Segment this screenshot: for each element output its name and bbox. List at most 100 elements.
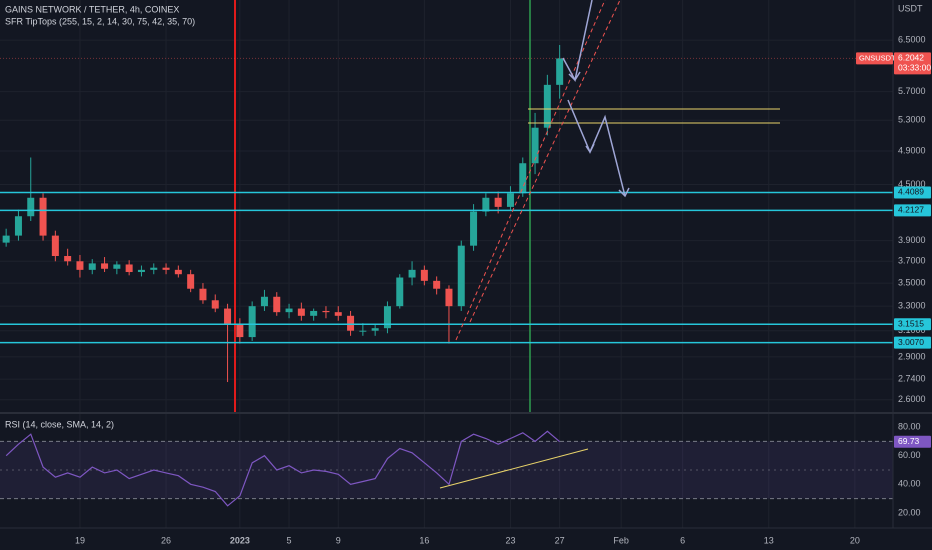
candle-body — [39, 197, 47, 236]
candle-body — [248, 306, 256, 338]
axis-unit: USDT — [898, 3, 923, 13]
candle-body — [27, 197, 35, 217]
candle-body — [310, 310, 318, 316]
rsi-title: RSI (14, close, SMA, 14, 2) — [5, 419, 114, 429]
level-label: 4.2127 — [898, 205, 924, 215]
rsi-line — [5, 430, 561, 507]
arrows — [562, 0, 630, 198]
candle-body — [347, 315, 355, 331]
rsi-trend-line — [439, 448, 589, 489]
candle-body — [334, 312, 342, 316]
x-tick-label: 19 — [75, 535, 85, 545]
x-tick-label: 6 — [680, 535, 685, 545]
y-tick-label: 2.7400 — [898, 374, 926, 384]
candle-body — [556, 58, 564, 85]
x-tick-label: 2023 — [230, 535, 250, 545]
x-tick-label: 27 — [555, 535, 565, 545]
candle-body — [150, 267, 158, 270]
level-label: 4.4089 — [898, 187, 924, 197]
candle-body — [125, 264, 133, 273]
y-tick-label: 80.00 — [898, 421, 921, 431]
axis-labels: 19 26 2023 5 9 16 23 27 Feb 6 13 20 6.5000 5.7000 5.30… — [75, 35, 931, 546]
candle-body — [113, 264, 121, 269]
x-tick-label: Feb — [613, 535, 629, 545]
rsi-value-label: 69.73 — [898, 436, 920, 446]
candle-body — [2, 235, 10, 243]
candle-body — [470, 211, 478, 246]
y-tick-label: 2.9000 — [898, 351, 926, 361]
y-tick-label: 20.00 — [898, 507, 921, 517]
x-tick-label: 9 — [336, 535, 341, 545]
candle-body — [211, 300, 219, 309]
y-tick-label: 5.7000 — [898, 86, 926, 96]
candle-body — [51, 235, 59, 257]
countdown-label: 03:33:00 — [898, 63, 931, 73]
candle-body — [543, 84, 551, 128]
grid — [0, 0, 893, 528]
candle-body — [187, 274, 195, 289]
y-tick-label: 4.5000 — [898, 179, 926, 189]
level-label-box — [894, 336, 931, 349]
indicator-label: SFR TipTops (255, 15, 2, 14, 30, 75, 42,… — [5, 16, 195, 26]
candle-body — [14, 216, 22, 236]
candle-body — [433, 280, 441, 289]
x-tick-label: 16 — [419, 535, 429, 545]
symbol-box — [856, 52, 893, 65]
candle-body — [457, 245, 465, 307]
symbol-label: GNSUSDT — [859, 53, 896, 62]
candle-body — [260, 296, 268, 307]
x-tick-label: 23 — [505, 535, 515, 545]
level-label: 3.0070 — [898, 337, 924, 347]
y-tick-label: 3.9000 — [898, 235, 926, 245]
level-label-box — [894, 204, 931, 217]
x-tick-label: 5 — [287, 535, 292, 545]
candle-body — [137, 269, 145, 273]
candle-body — [519, 163, 527, 194]
candle-body — [383, 306, 391, 329]
y-tick-label: 3.3000 — [898, 301, 926, 311]
chart-title: GAINS NETWORK / TETHER, 4h, COINEX — [5, 4, 179, 14]
candle-body — [297, 308, 305, 316]
candle-body — [396, 277, 404, 307]
last-price-label: 6.2042 — [898, 53, 924, 63]
candle-body — [322, 310, 330, 313]
candle-body — [236, 324, 244, 338]
candle-body — [101, 263, 109, 269]
candle-body — [162, 267, 170, 270]
candle-body — [482, 197, 490, 212]
y-tick-label: 40.00 — [898, 479, 921, 489]
arrow-head — [618, 187, 630, 198]
x-tick-label: 13 — [764, 535, 774, 545]
y-tick-label: 4.9000 — [898, 145, 926, 155]
candle-body — [359, 330, 367, 332]
candle-body — [64, 256, 72, 262]
level-label: 3.1515 — [898, 318, 924, 328]
last-price-box — [894, 52, 931, 75]
level-label-box — [894, 186, 931, 199]
y-tick-label: 60.00 — [898, 450, 921, 460]
arrow-head — [585, 143, 595, 154]
x-tick-label: 20 — [850, 535, 860, 545]
x-tick-label: 26 — [161, 535, 171, 545]
candle-body — [224, 308, 232, 325]
y-tick-label: 3.7000 — [898, 256, 926, 266]
candle-body — [285, 308, 293, 313]
rsi-value-box — [894, 435, 931, 448]
trend-line — [469, 0, 621, 323]
candle-body — [199, 288, 207, 301]
marks — [0, 44, 893, 507]
candle-body — [408, 269, 416, 278]
candle-body — [273, 296, 281, 313]
candle-body — [420, 269, 428, 281]
candle-body — [174, 269, 182, 275]
candle-body — [531, 127, 539, 164]
arrow — [567, 99, 626, 197]
candle-body — [445, 288, 453, 307]
y-tick-label: 3.5000 — [898, 277, 926, 287]
y-tick-label: 6.5000 — [898, 35, 926, 45]
candle-body — [76, 261, 84, 270]
candle-body — [371, 328, 379, 331]
candle-body — [506, 193, 514, 207]
y-tick-label: 2.6000 — [898, 394, 926, 404]
